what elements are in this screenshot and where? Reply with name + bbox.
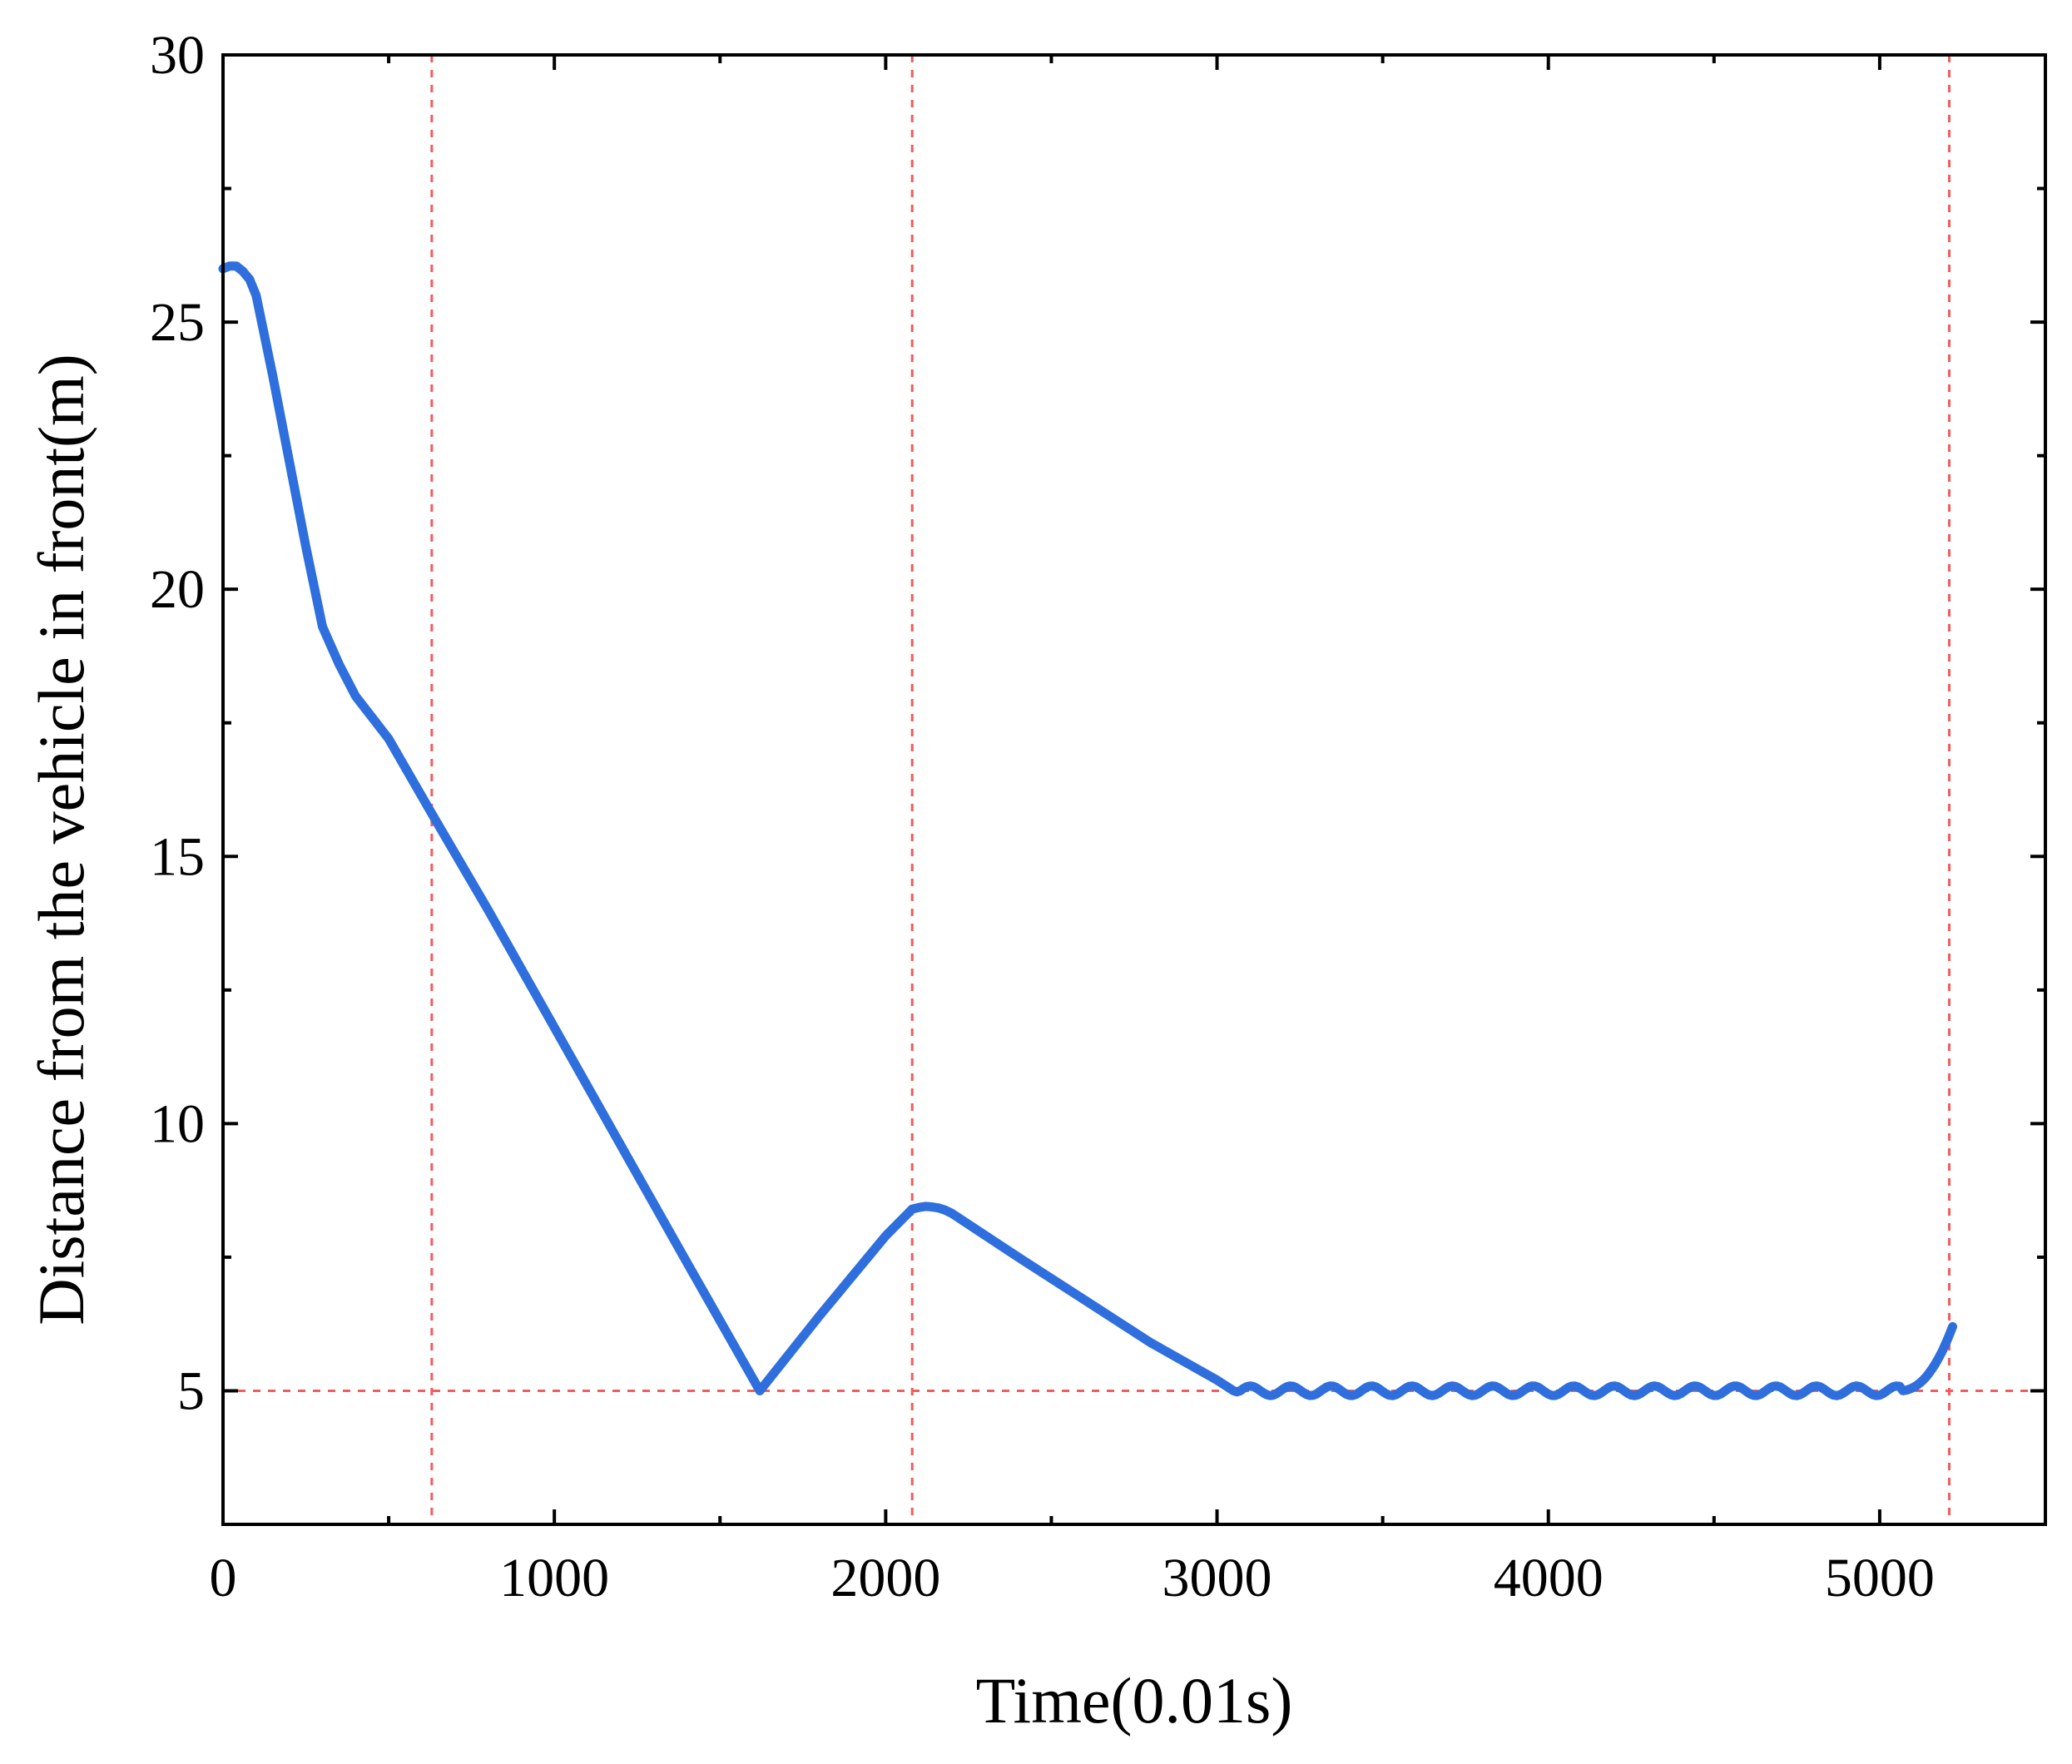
y-tick-label: 20 xyxy=(150,559,205,620)
plot-frame xyxy=(221,53,2047,1526)
x-tick-label: 2000 xyxy=(830,1548,940,1608)
x-tick-label: 3000 xyxy=(1162,1548,1272,1608)
x-tick-label: 4000 xyxy=(1494,1548,1604,1608)
y-tick-label: 30 xyxy=(150,25,205,86)
x-axis-label: Time(0.01s) xyxy=(976,1664,1293,1737)
y-tick-label: 25 xyxy=(150,292,205,353)
x-tick-label: 0 xyxy=(210,1548,237,1608)
series-layer xyxy=(218,261,1957,1400)
y-tick-label: 10 xyxy=(150,1093,205,1154)
y-axis-label: Distance from the vehicle in front(m) xyxy=(25,354,97,1325)
series-line xyxy=(218,261,1957,1400)
x-tick-label: 5000 xyxy=(1825,1548,1935,1608)
x-tick-label: 1000 xyxy=(499,1548,609,1608)
axis-ticks: 0 1000 2000 3000 4000 5000 5 10 15 20 25 30 xyxy=(150,25,2045,1608)
reference-lines xyxy=(223,55,2045,1524)
y-tick-label: 15 xyxy=(150,826,205,887)
y-tick-label: 5 xyxy=(177,1360,205,1421)
